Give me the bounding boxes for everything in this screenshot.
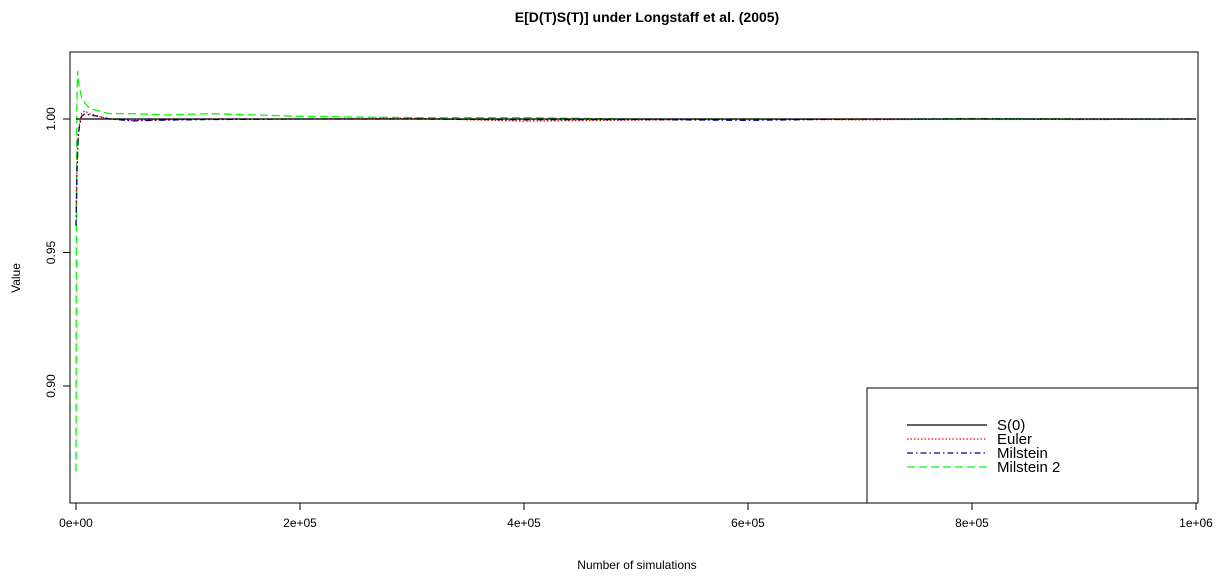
legend-label: S(0) <box>997 417 1025 434</box>
legend-label: Milstein 2 <box>997 459 1060 476</box>
x-tick-label: 6e+05 <box>731 516 765 530</box>
series-line-milstein <box>75 112 1196 226</box>
x-tick-label: 8e+05 <box>955 516 989 530</box>
y-axis-label: Value <box>9 263 23 293</box>
legend-box <box>866 387 1199 504</box>
series-layer <box>75 70 1197 472</box>
series-line-euler <box>75 110 1197 213</box>
x-tick-label: 1e+06 <box>1179 516 1213 530</box>
x-tick-label: 2e+05 <box>283 516 317 530</box>
y-tick-label: 1.00 <box>44 107 58 131</box>
y-axis: 0.90 0.95 1.00 <box>44 107 71 398</box>
legend-label: Euler <box>997 431 1032 448</box>
series-line-milstein-2 <box>75 70 1196 472</box>
x-tick-label: 4e+05 <box>507 516 541 530</box>
legend-label: Milstein <box>997 445 1048 462</box>
x-axis-label: Number of simulations <box>577 558 696 572</box>
x-axis: 0e+00 2e+05 4e+05 6e+05 8e+05 1e+06 <box>59 502 1213 530</box>
x-tick-label: 0e+00 <box>59 516 93 530</box>
y-tick-label: 0.90 <box>44 374 58 398</box>
y-tick-label: 0.95 <box>44 240 58 264</box>
chart-title: E[D(T)S(T)] under Longstaff et al. (2005… <box>515 9 779 25</box>
